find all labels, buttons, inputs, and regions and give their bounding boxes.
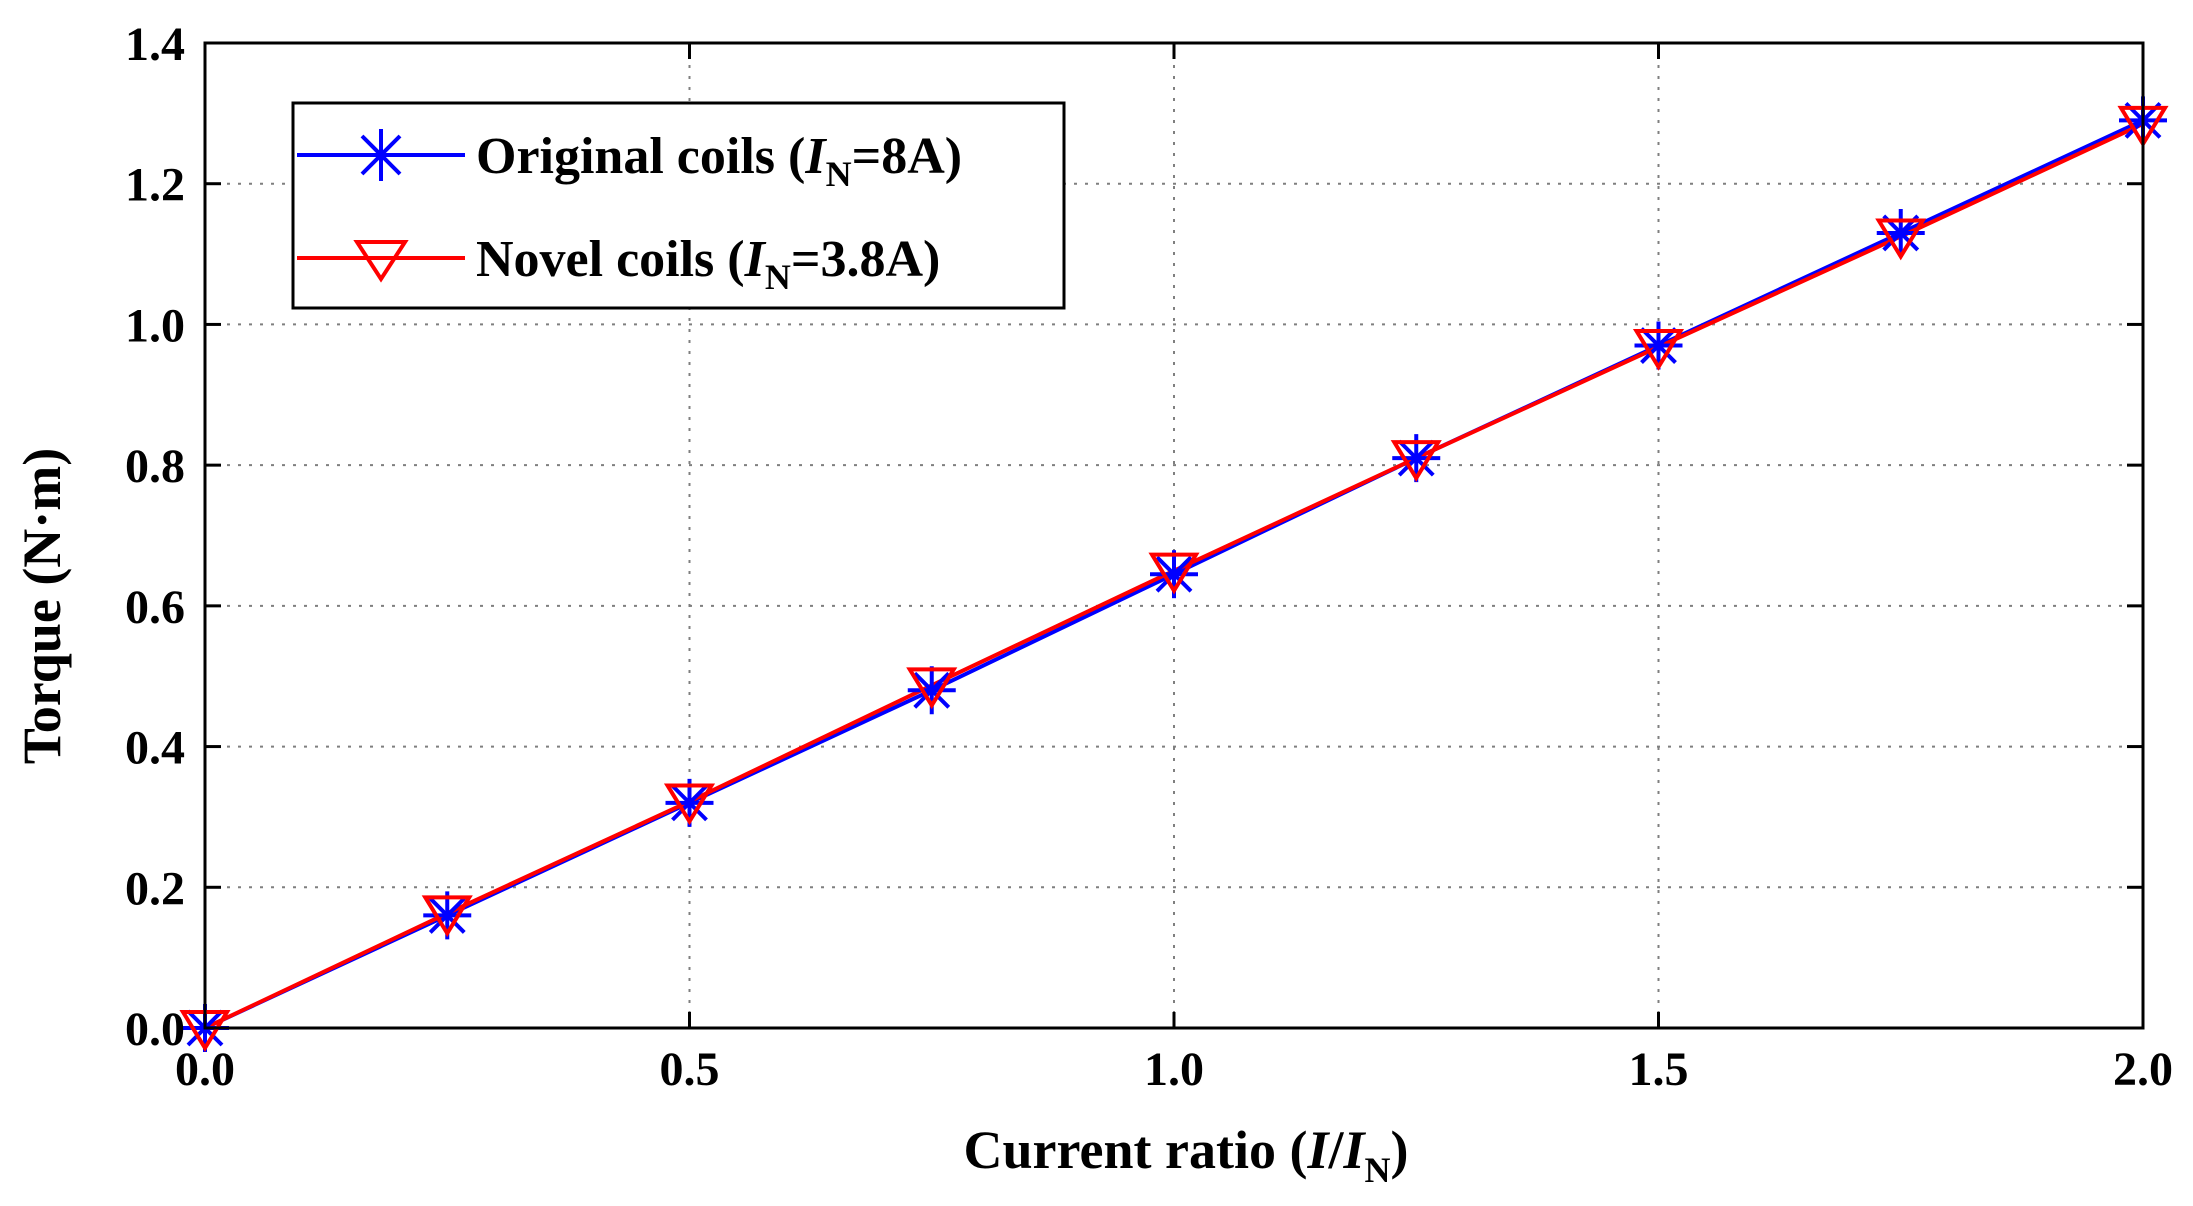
- x-axis-title-prefix: Current ratio (: [964, 1120, 1308, 1180]
- y-tick-label: 0.2: [125, 862, 185, 915]
- x-axis-title-var1: I: [1306, 1120, 1330, 1180]
- grid: [205, 43, 2143, 1028]
- legend-original-var: I: [804, 128, 827, 185]
- x-tick-label: 2.0: [2113, 1043, 2173, 1096]
- x-axis-title-suffix: ): [1390, 1120, 1408, 1180]
- y-tick-label: 1.4: [125, 18, 185, 71]
- y-tick-label: 1.2: [125, 159, 185, 212]
- legend-box: [291, 101, 1066, 310]
- y-tick-label: 0.4: [125, 722, 185, 775]
- y-tick-label: 0.0: [125, 1003, 185, 1056]
- y-tick-label: 0.6: [125, 581, 185, 634]
- legend: Original coils (IN=8A) Novel coils (IN=3…: [291, 101, 1066, 310]
- x-axis-title: Current ratio (I/IN): [964, 1120, 1409, 1190]
- x-tick-label: 1.0: [1144, 1043, 1204, 1096]
- x-axis-title-slash: /: [1327, 1120, 1344, 1180]
- legend-novel-suffix: =3.8A): [791, 231, 941, 288]
- legend-marker-novel: [353, 240, 409, 283]
- data-point-novel: [1148, 552, 1200, 595]
- data-point-novel: [421, 895, 473, 938]
- ticks: 0.0 0.5 1.0 1.5 2.0 0.0 0.2 0.4 0.6 0.8 1.0 1.2 1.4: [125, 18, 2173, 1096]
- x-axis-title-var2: I: [1342, 1120, 1366, 1180]
- x-tick-label: 0.0: [175, 1043, 235, 1096]
- legend-original-prefix: Original coils (: [476, 128, 805, 185]
- legend-novel-sub: N: [765, 257, 791, 297]
- x-tick-label: 1.5: [1629, 1043, 1689, 1096]
- data-point-original: [1634, 321, 1683, 370]
- y-tick-label: 1.0: [125, 299, 185, 352]
- legend-label-original: Original coils (IN=8A): [476, 128, 962, 194]
- legend-original-sub: N: [826, 154, 852, 194]
- legend-original-suffix: =8A): [852, 128, 963, 185]
- y-axis-title: Torque (N·m): [12, 448, 72, 765]
- legend-novel-prefix: Novel coils (: [476, 231, 745, 288]
- data-point-original: [1876, 208, 1925, 257]
- data-point-novel: [663, 783, 716, 826]
- legend-label-novel: Novel coils (IN=3.8A): [476, 231, 940, 297]
- data-point-novel: [906, 667, 958, 710]
- data-point-novel: [1632, 328, 1685, 371]
- legend-novel-var: I: [744, 231, 767, 288]
- legend-marker-original: [355, 129, 407, 181]
- y-tick-label: 0.8: [125, 440, 185, 493]
- x-axis-title-sub: N: [1364, 1150, 1390, 1190]
- data-point-novel: [1875, 218, 1927, 261]
- data-point-novel: [1390, 440, 1442, 482]
- x-tick-label: 0.5: [660, 1043, 720, 1096]
